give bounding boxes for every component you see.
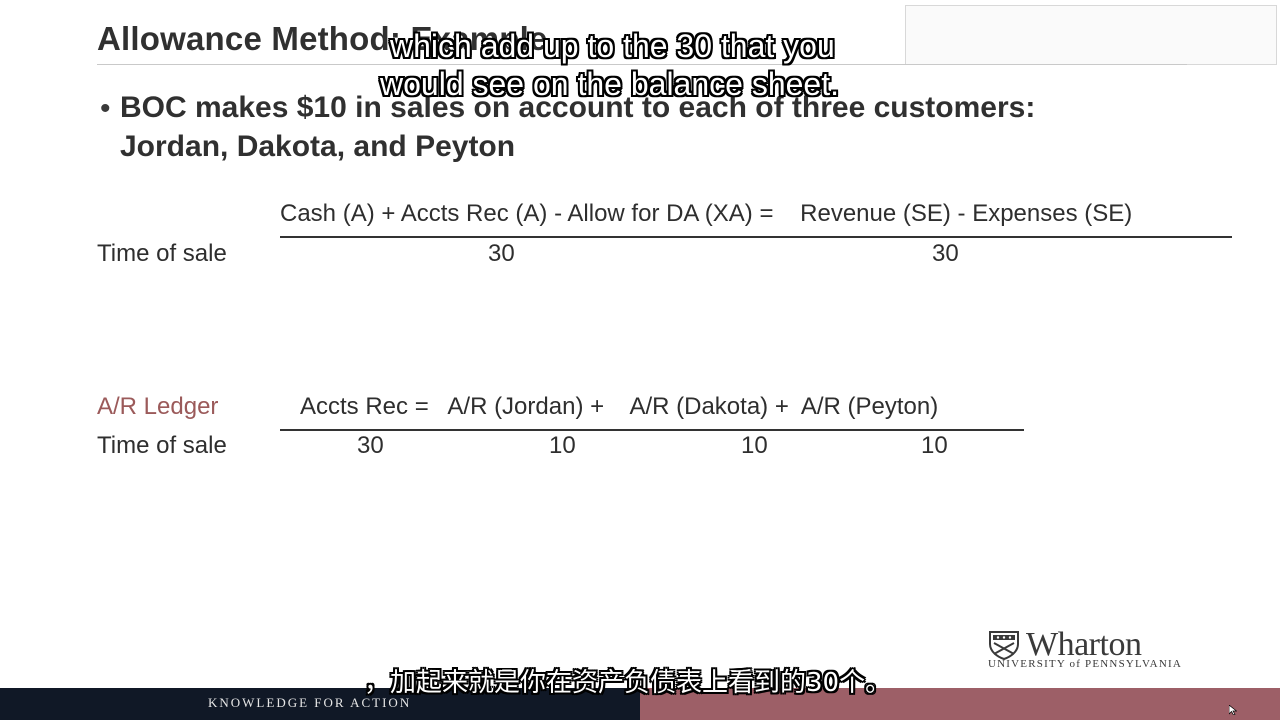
ledger-underline: [280, 429, 1024, 431]
ledger-value-peyton: 10: [921, 432, 948, 459]
equation-underline: [280, 236, 1232, 238]
logo-wordmark: Wharton: [1026, 626, 1142, 663]
title-divider: [97, 64, 1187, 65]
equation-revenue-value: 30: [932, 240, 959, 267]
subtitle-english-line-2: would see on the balance sheet.: [380, 66, 839, 102]
ledger-value-accts-rec: 30: [357, 432, 384, 459]
wharton-shield-icon: [989, 631, 1019, 660]
top-right-overlay-box: [905, 5, 1277, 65]
footer-right-band: [640, 688, 1280, 720]
footer-tagline: KNOWLEDGE FOR ACTION: [208, 695, 412, 710]
subtitle-chinese: ，加起来就是你在资产负债表上看到的30个。: [364, 668, 892, 698]
bullet-marker: •: [100, 92, 111, 125]
equation-accts-rec-value: 30: [488, 240, 515, 267]
equation-row-label: Time of sale: [97, 240, 227, 267]
ledger-value-jordan: 10: [549, 432, 576, 459]
bullet-text-line-1: BOC makes $10 in sales on account to eac…: [120, 91, 1036, 124]
ledger-header: Accts Rec = A/R (Jordan) + A/R (Dakota) …: [300, 393, 939, 420]
slide-title: Allowance Method: Example: [97, 20, 548, 57]
mouse-cursor-icon: [1229, 705, 1237, 715]
bullet-text-line-2: Jordan, Dakota, and Peyton: [120, 130, 516, 163]
ledger-row-label: Time of sale: [97, 432, 227, 459]
ledger-label: A/R Ledger: [97, 393, 219, 420]
logo-subline: UNIVERSITY of PENNSYLVANIA: [988, 658, 1182, 670]
wharton-logo: Wharton UNIVERSITY of PENNSYLVANIA: [988, 626, 1198, 674]
ledger-value-dakota: 10: [741, 432, 768, 459]
equation-header: Cash (A) + Accts Rec (A) - Allow for DA …: [280, 200, 1133, 227]
subtitle-english-line-1: which add up to the 30 that you: [390, 28, 835, 64]
footer-left-band: [0, 688, 640, 720]
